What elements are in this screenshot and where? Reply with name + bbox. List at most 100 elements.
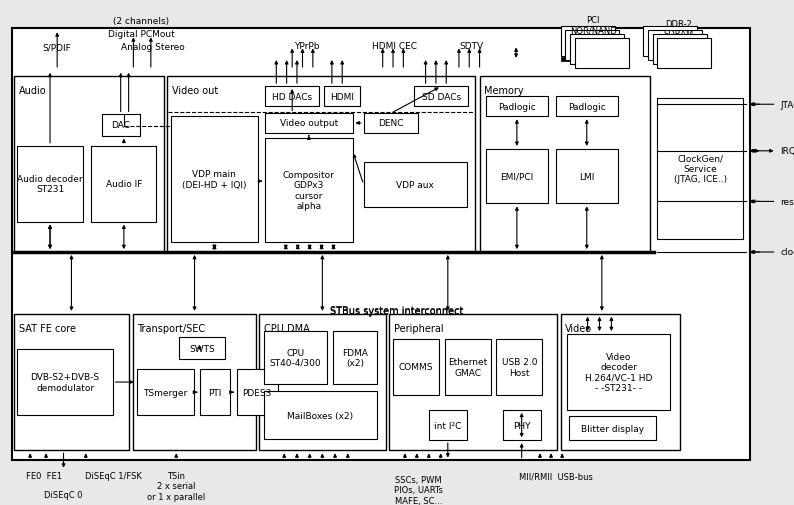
Bar <box>561 58 615 62</box>
Bar <box>561 314 680 450</box>
Text: FE0  FE1: FE0 FE1 <box>25 471 62 480</box>
Bar <box>496 339 542 395</box>
Bar <box>265 114 353 133</box>
Text: MII/RMII  USB-bus: MII/RMII USB-bus <box>518 471 593 480</box>
Bar <box>565 31 619 61</box>
Text: EMI/PCI: EMI/PCI <box>500 172 534 181</box>
Text: Digital PCMout: Digital PCMout <box>108 30 175 39</box>
Text: int I²C: int I²C <box>434 421 461 430</box>
Text: PDES3: PDES3 <box>243 388 272 397</box>
Bar <box>14 314 129 450</box>
Text: Ethernet
GMAC: Ethernet GMAC <box>448 358 488 377</box>
Text: JTAG: JTAG <box>781 100 794 110</box>
Bar <box>556 149 618 204</box>
Bar <box>171 117 258 242</box>
Bar <box>648 31 702 61</box>
Text: Video output: Video output <box>279 119 338 128</box>
Bar <box>480 77 650 252</box>
Bar <box>389 314 557 450</box>
Bar <box>14 77 164 252</box>
Bar <box>333 331 377 384</box>
Bar <box>179 337 225 360</box>
Bar <box>486 97 548 117</box>
Text: STBus system interconnect: STBus system interconnect <box>330 307 464 317</box>
Bar <box>264 391 377 439</box>
Text: PCI
NOR/NAND
FLASH: PCI NOR/NAND FLASH <box>570 17 616 46</box>
Bar <box>265 139 353 242</box>
Bar <box>137 370 194 415</box>
Bar <box>561 27 615 57</box>
Bar <box>200 370 230 415</box>
Text: DVB-S2+DVB-S
demodulator: DVB-S2+DVB-S demodulator <box>30 373 100 392</box>
Bar <box>429 410 467 440</box>
Text: HD DACs: HD DACs <box>272 92 312 102</box>
Text: (2 channels): (2 channels) <box>114 17 169 26</box>
Text: DDR-2
SDRAM: DDR-2 SDRAM <box>664 20 694 39</box>
Text: USB 2.0
Host: USB 2.0 Host <box>502 358 537 377</box>
Text: Video out: Video out <box>172 86 218 96</box>
Text: Peripheral: Peripheral <box>394 323 443 333</box>
Text: VDP main
(DEI-HD + IQI): VDP main (DEI-HD + IQI) <box>182 170 247 189</box>
Bar <box>503 410 541 440</box>
Bar <box>259 314 386 450</box>
Text: ClockGen/
Service
(JTAG, ICE..): ClockGen/ Service (JTAG, ICE..) <box>674 155 727 184</box>
Text: Memory: Memory <box>484 86 524 96</box>
Text: resets: resets <box>781 197 794 207</box>
Text: STBus system interconnect: STBus system interconnect <box>330 306 464 316</box>
Text: PHY: PHY <box>513 421 530 430</box>
Bar <box>556 97 618 117</box>
Text: IRQs: IRQs <box>781 147 794 156</box>
Bar <box>17 146 83 222</box>
Text: Video
decoder
H.264/VC-1 HD
- -ST231- -: Video decoder H.264/VC-1 HD - -ST231- - <box>585 352 652 392</box>
Text: S/PDIF: S/PDIF <box>43 43 71 52</box>
Text: Blitter display: Blitter display <box>580 424 644 433</box>
Bar <box>567 334 670 410</box>
Text: COMMS: COMMS <box>399 363 434 372</box>
Text: SDTV: SDTV <box>460 42 484 51</box>
Bar <box>364 163 467 208</box>
Text: Analog Stereo: Analog Stereo <box>121 43 184 52</box>
Text: YPrPb: YPrPb <box>294 42 319 51</box>
Text: Audio: Audio <box>19 86 47 96</box>
Bar <box>657 98 743 240</box>
Text: SAT FE core: SAT FE core <box>19 323 76 333</box>
Bar <box>575 39 629 69</box>
Bar <box>393 339 439 395</box>
Text: CPU DMA: CPU DMA <box>264 323 310 333</box>
Text: TSin
2 x serial
or 1 x parallel: TSin 2 x serial or 1 x parallel <box>147 471 206 500</box>
Text: PTI: PTI <box>209 388 222 397</box>
Bar <box>569 416 656 440</box>
Text: DiSEqC 0: DiSEqC 0 <box>44 490 83 499</box>
Text: HDMI: HDMI <box>330 92 354 102</box>
Bar <box>570 35 624 65</box>
Bar <box>414 87 468 107</box>
Bar <box>657 39 711 69</box>
Bar <box>643 27 697 57</box>
Bar <box>237 370 278 415</box>
Text: SSCs, PWM
PIOs, UARTs
MAFE, SC...: SSCs, PWM PIOs, UARTs MAFE, SC... <box>394 475 443 504</box>
Text: LMI: LMI <box>579 172 595 181</box>
Bar <box>167 77 475 252</box>
Text: Padlogic: Padlogic <box>568 103 606 112</box>
Text: CPU
ST40-4/300: CPU ST40-4/300 <box>269 348 322 367</box>
Text: Compositor
GDPx3
cursor
alpha: Compositor GDPx3 cursor alpha <box>283 171 335 211</box>
Bar <box>91 146 156 222</box>
Bar <box>264 331 327 384</box>
Bar <box>102 115 140 136</box>
Text: Audio IF: Audio IF <box>106 180 142 189</box>
Bar <box>486 149 548 204</box>
Text: DiSEqC 1/FSK: DiSEqC 1/FSK <box>85 471 142 480</box>
Text: FDMA
(x2): FDMA (x2) <box>342 348 368 367</box>
Text: Video: Video <box>565 323 592 333</box>
Bar <box>12 29 750 461</box>
Text: HDMI CEC: HDMI CEC <box>372 42 417 51</box>
Bar <box>324 87 360 107</box>
Text: clocks: clocks <box>781 248 794 257</box>
Text: Audio decoder
ST231: Audio decoder ST231 <box>17 175 83 194</box>
Bar <box>265 87 319 107</box>
Bar <box>653 35 707 65</box>
Text: Padlogic: Padlogic <box>498 103 536 112</box>
Text: DENC: DENC <box>378 119 403 128</box>
Text: SWTS: SWTS <box>190 344 215 353</box>
Text: SD DACs: SD DACs <box>422 92 461 102</box>
